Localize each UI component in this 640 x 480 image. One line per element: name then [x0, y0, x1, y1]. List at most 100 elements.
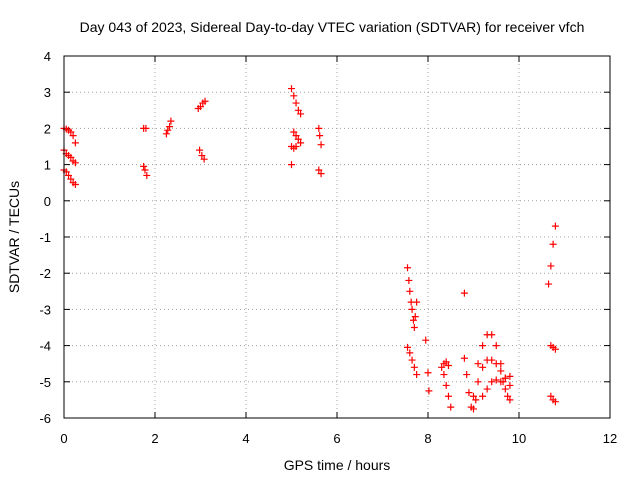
data-point	[460, 289, 468, 297]
series-arc-v	[470, 356, 514, 400]
series-arc-t	[460, 289, 468, 297]
data-point	[422, 336, 430, 344]
series-arc-k	[288, 143, 300, 152]
data-point	[292, 143, 300, 150]
data-point	[67, 153, 75, 161]
data-point	[492, 376, 500, 384]
data-point	[409, 316, 417, 324]
data-point	[198, 152, 206, 160]
data-point	[288, 161, 295, 169]
data-point	[425, 387, 433, 395]
data-point	[315, 166, 323, 174]
plot-frame	[63, 55, 611, 419]
data-point	[141, 166, 149, 174]
data-point	[297, 110, 305, 118]
series-arc-l	[288, 161, 295, 169]
data-point	[460, 354, 468, 362]
data-point	[294, 106, 302, 114]
data-point	[440, 371, 448, 379]
data-point	[71, 181, 79, 189]
data-point	[504, 392, 512, 400]
data-point	[488, 331, 496, 339]
data-point	[67, 128, 75, 136]
chart-title: Day 043 of 2023, Sidereal Day-to-day VTE…	[80, 19, 585, 35]
y-tick-label: 4	[44, 49, 51, 64]
data-point	[483, 385, 491, 393]
data-point	[67, 175, 75, 183]
y-tick-label: 2	[44, 121, 51, 136]
data-point	[71, 139, 79, 147]
y-axis-label: SDTVAR / TECUs	[6, 181, 22, 293]
data-point	[411, 313, 419, 321]
y-tick-label: -2	[39, 266, 51, 281]
data-point	[488, 378, 496, 386]
y-tick-label: -3	[39, 302, 51, 317]
series-arc-m	[315, 124, 325, 149]
y-tick-label: 1	[44, 158, 51, 173]
series-arc-x	[479, 372, 514, 400]
data-point	[474, 378, 482, 386]
series-arc-z	[545, 222, 559, 288]
data-point	[317, 170, 325, 178]
y-tick-label: 3	[44, 85, 51, 100]
data-point	[201, 97, 209, 105]
series-arc-h	[196, 146, 208, 163]
data-point	[499, 378, 507, 386]
data-point	[424, 369, 432, 377]
series-arc-o	[404, 264, 421, 331]
data-point	[501, 374, 509, 382]
series-arc-y	[499, 378, 514, 404]
data-point	[65, 171, 73, 179]
data-point	[292, 132, 300, 140]
series-arc-c	[60, 166, 79, 189]
x-tick-label: 0	[60, 431, 67, 446]
series-arc-r	[438, 363, 455, 411]
x-tick-label: 8	[424, 431, 431, 446]
data-point	[69, 132, 77, 140]
data-point	[551, 398, 559, 406]
data-point	[479, 342, 487, 350]
data-point	[547, 262, 555, 270]
data-point	[200, 155, 208, 163]
data-point	[545, 280, 553, 288]
data-point	[551, 345, 559, 353]
data-point	[413, 298, 421, 306]
data-point	[472, 396, 480, 404]
data-point	[292, 99, 300, 107]
x-tick-label: 12	[603, 431, 617, 446]
series-arc-j	[290, 128, 305, 147]
data-point	[143, 171, 151, 179]
series-arc-f	[162, 117, 175, 138]
data-point	[408, 305, 416, 313]
data-point	[465, 389, 473, 397]
data-point	[447, 403, 455, 411]
data-point	[405, 276, 413, 284]
data-point	[406, 287, 414, 295]
data-point	[317, 141, 325, 149]
x-axis-label: GPS time / hours	[284, 457, 391, 473]
data-point	[470, 392, 477, 400]
series-arc-g	[194, 97, 209, 112]
data-point	[551, 222, 559, 230]
data-point	[162, 130, 170, 138]
data-point	[506, 381, 514, 389]
data-point	[167, 117, 175, 125]
data-point	[497, 360, 505, 368]
data-point	[404, 264, 412, 272]
data-point	[196, 146, 204, 154]
series-arc-ab	[547, 392, 559, 406]
data-point	[506, 396, 514, 404]
data-point	[488, 356, 496, 364]
y-tick-label: 0	[44, 194, 51, 209]
data-point	[404, 343, 412, 351]
x-tick-label: 4	[242, 431, 249, 446]
grid-layer	[64, 56, 610, 418]
data-point	[406, 349, 414, 357]
data-point	[549, 240, 557, 248]
series-arc-p	[404, 343, 421, 379]
data-point	[408, 356, 416, 364]
data-point	[479, 392, 487, 400]
data-point	[197, 103, 204, 111]
